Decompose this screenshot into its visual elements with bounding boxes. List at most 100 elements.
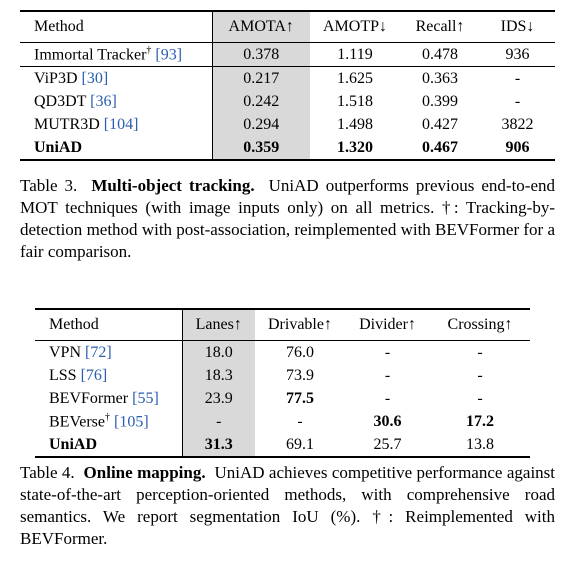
method-cell: ViP3D [30]	[20, 67, 212, 91]
method-cell: MUTR3D [104]	[20, 113, 212, 136]
table-body: ViP3D [30] 0.217 1.625 0.363- QD3DT [36] 0.24…	[20, 66, 555, 160]
value-cell: 906	[505, 138, 530, 156]
footnote-mark: †	[104, 411, 110, 423]
method-name: BEVFormer	[49, 389, 129, 407]
value-cell: 17.2	[466, 412, 494, 430]
caption-label: Table 3.	[20, 176, 78, 195]
value-cell: 13.8	[466, 435, 494, 453]
method-name: Immortal Tracker	[34, 46, 147, 64]
value-cell: 30.6	[373, 412, 402, 430]
table-row: LSS [76] 18.3 73.9- -	[35, 364, 530, 387]
value-cell: -	[384, 366, 391, 384]
table-header: Method AMOTA↑ AMOTP↓ Recall↑ IDS↓	[20, 11, 555, 43]
caption-text: UniAD achieves competitive performance a…	[20, 463, 556, 548]
value-cell: -	[384, 343, 391, 361]
tracking-table: Method AMOTA↑ AMOTP↓ Recall↑ IDS↓ Immortal Tr…	[20, 10, 555, 161]
caption-title: Multi-object tracking.	[91, 176, 255, 195]
value-cell: 18.0	[181, 340, 255, 364]
citation: [93]	[155, 46, 183, 64]
table-row: UniAD 0.359 1.320 0.467 906	[20, 136, 555, 160]
citation: [104]	[103, 115, 139, 133]
column-header: Divider↑	[359, 316, 416, 333]
method-cell: Immortal Tracker† [93]	[20, 43, 212, 67]
method-cell: BEVFormer [55]	[35, 387, 182, 410]
value-cell: 3822	[501, 115, 534, 133]
method-name: BEVerse	[49, 413, 105, 431]
value-cell: -	[477, 389, 483, 407]
column-header: Lanes↑	[181, 309, 255, 341]
method-cell: BEVerse† [105]	[35, 410, 182, 433]
value-cell: 0.427	[422, 115, 458, 133]
citation: [76]	[80, 366, 108, 384]
table-row: MUTR3D [104] 0.294 1.498 0.427 3822	[20, 113, 555, 136]
method-cell: VPN [72]	[35, 341, 182, 365]
value-cell: -	[297, 412, 303, 430]
method-name: LSS	[49, 366, 77, 384]
value-cell: -	[477, 343, 483, 361]
caption-text: UniAD outperforms previous end-to-end MO…	[20, 176, 556, 261]
column-header: AMOTA↑	[211, 11, 310, 43]
header-row: Method AMOTA↑ AMOTP↓ Recall↑ IDS↓	[20, 11, 555, 43]
table-row: QD3DT [36] 0.242 1.518 0.399-	[20, 90, 555, 113]
value-cell: 0.378	[211, 42, 310, 67]
value-cell: 73.9	[286, 366, 314, 384]
table-body: Immortal Tracker† [93] 0.378 1.119 0.478 936	[20, 42, 555, 67]
citation: [72]	[85, 343, 112, 361]
value-cell: 1.320	[337, 138, 373, 156]
value-cell: -	[181, 410, 255, 433]
table-row: VPN [72] 18.0 76.0- -	[35, 340, 530, 365]
table-row: ViP3D [30] 0.217 1.625 0.363-	[20, 66, 555, 91]
table-header: Method Lanes↑ Drivable↑ Divider↑ Crossing↑	[35, 309, 530, 341]
method-name: ViP3D	[34, 69, 78, 87]
table-row: UniAD 31.3 69.1 25.7 13.8	[35, 433, 530, 457]
value-cell: 0.359	[211, 136, 310, 160]
column-header: Method	[49, 316, 99, 333]
footnote-mark: †	[146, 44, 152, 56]
caption-title: Online mapping.	[83, 463, 206, 482]
value-cell: 76.0	[286, 343, 314, 361]
column-header: IDS↓	[500, 18, 535, 35]
citation: [55]	[132, 389, 159, 407]
column-header: AMOTP↓	[322, 18, 387, 35]
method-name: UniAD	[34, 138, 83, 156]
value-cell: 0.294	[211, 113, 310, 136]
citation: [30]	[81, 69, 109, 87]
method-name: MUTR3D	[34, 115, 100, 133]
method-cell: LSS [76]	[35, 364, 182, 387]
method-cell: UniAD	[35, 433, 182, 457]
table-row: Immortal Tracker† [93] 0.378 1.119 0.478 936	[20, 42, 555, 67]
mapping-table: Method Lanes↑ Drivable↑ Divider↑ Crossing↑ VP…	[35, 308, 530, 458]
table-row: BEVFormer [55] 23.9 77.5- -	[35, 387, 530, 410]
citation: [105]	[113, 413, 149, 431]
value-cell: 0.217	[211, 66, 310, 90]
value-cell: 0.363	[422, 69, 458, 87]
table-row: BEVerse† [105] - -30.6 17.2	[35, 410, 530, 433]
value-cell: 0.478	[422, 45, 458, 63]
value-cell: 25.7	[373, 435, 402, 453]
table-body: VPN [72] 18.0 76.0- - LSS [76] 18.3 73.9- - BEVF…	[35, 340, 530, 457]
method-name: VPN	[49, 343, 82, 361]
value-cell: 69.1	[286, 435, 314, 453]
value-cell: -	[477, 366, 483, 384]
citation: [36]	[90, 92, 117, 110]
method-cell: QD3DT [36]	[20, 90, 212, 113]
method-cell: UniAD	[20, 136, 212, 160]
value-cell: 0.467	[422, 138, 458, 156]
table-caption: Table 4. Online mapping. UniAD achieves …	[20, 462, 555, 550]
value-cell: 0.242	[211, 90, 310, 113]
column-header: Crossing↑	[447, 316, 513, 333]
value-cell: 23.9	[181, 387, 255, 410]
value-cell: 31.3	[181, 433, 255, 457]
value-cell: 0.399	[422, 92, 458, 110]
table-caption: Table 3. Multi-object tracking. UniAD ou…	[20, 175, 555, 263]
value-cell: 1.625	[337, 69, 373, 87]
column-header: Method	[34, 18, 84, 35]
method-name: QD3DT	[34, 92, 87, 110]
value-cell: 1.518	[337, 92, 373, 110]
value-cell: 18.3	[181, 364, 255, 387]
column-header: Drivable↑	[268, 316, 332, 333]
value-cell: -	[514, 69, 521, 87]
value-cell: 1.498	[337, 115, 373, 133]
header-row: Method Lanes↑ Drivable↑ Divider↑ Crossing↑	[35, 309, 530, 341]
